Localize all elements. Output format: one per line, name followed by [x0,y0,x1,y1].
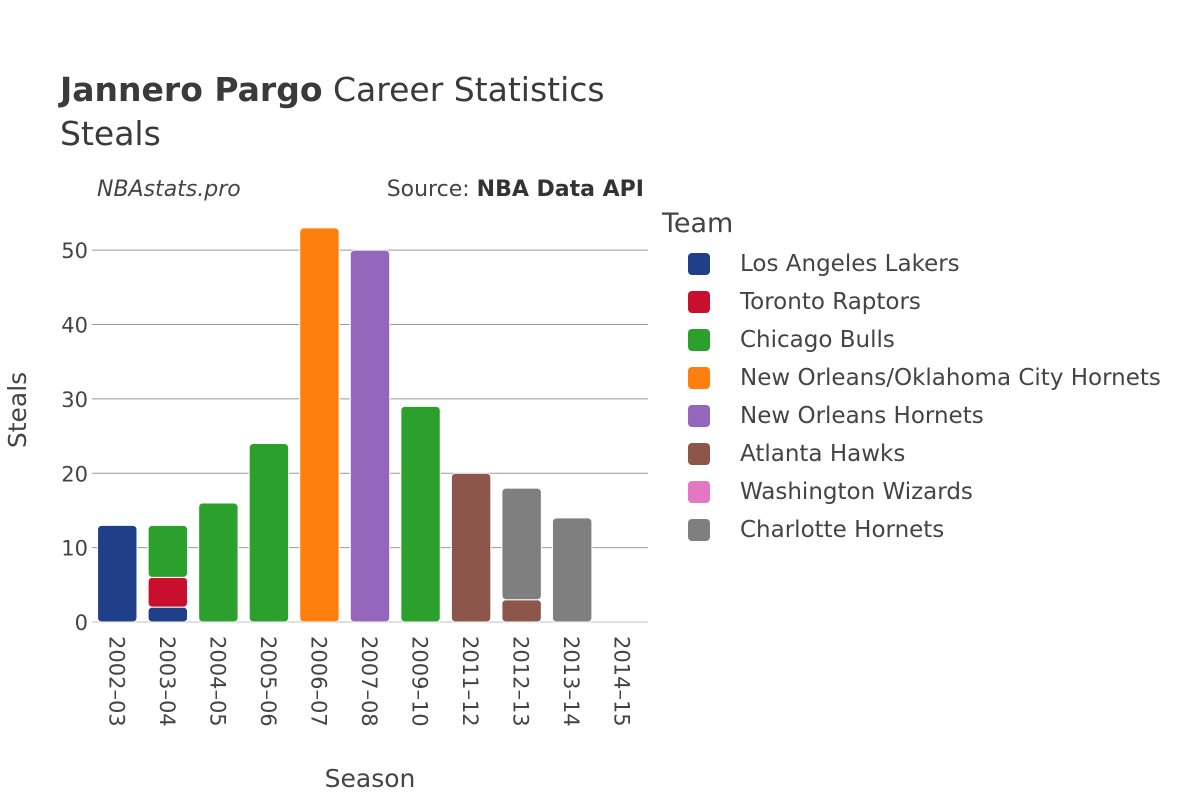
legend-swatch [688,291,710,313]
x-tick-labels: 2002–03 2003–04 2004–05 2005–06 2006–07 2007–… [104,636,633,727]
bar-2004–05-chicago-bulls [198,502,239,623]
legend-swatch [688,329,710,351]
bars [97,227,593,623]
x-tick-label: 2012–13 [509,636,533,727]
legend-label: Chicago Bulls [740,327,895,353]
x-tick-label: 2002–03 [104,636,128,727]
bar-2003–04-los-angeles-lakers [147,606,189,623]
source-name: NBA Data API [476,177,644,202]
legend: Team Los Angeles Lakers Toronto Raptors Ch… [662,208,1161,549]
legend-swatch [688,519,710,541]
bar-2011–12-atlanta-hawks [450,472,492,623]
y-tick-label: 10 [61,537,88,561]
legend-swatch [688,405,710,427]
title-player-name: Jannero Pargo [60,70,323,109]
legend-item[interactable]: Charlotte Hornets [662,511,1161,549]
title-rest: Career Statistics [322,70,605,109]
x-tick-label: 2005–06 [256,636,280,727]
watermark: NBAstats.pro [97,177,241,202]
bar-2013–14-charlotte-hornets [551,517,593,623]
legend-swatch [688,367,710,389]
y-tick-label: 40 [61,314,88,338]
x-tick-label: 2007–08 [357,636,381,727]
chart-subtitle: Steals [60,114,161,153]
y-tick-label: 20 [61,462,88,486]
bar-2012–13-atlanta-hawks [501,599,542,623]
y-axis-title: Steals [3,372,32,448]
y-tick-labels: 0 10 20 30 40 50 [61,239,88,635]
x-tick-label: 2006–07 [306,636,330,727]
bar-2003–04-toronto-raptors [147,576,189,608]
legend-label: New Orleans/Oklahoma City Hornets [740,365,1161,391]
legend-swatch [688,481,710,503]
legend-label: Atlanta Hawks [740,441,906,467]
x-tick-label: 2014–15 [610,636,634,727]
legend-label: Washington Wizards [740,479,973,505]
bar-2007–08-new-orleans-hornets [349,249,391,623]
legend-item[interactable]: Chicago Bulls [662,321,1161,359]
legend-swatch [688,443,710,465]
legend-item[interactable]: Toronto Raptors [662,283,1161,321]
legend-items: Los Angeles Lakers Toronto Raptors Chicago… [662,245,1161,549]
bar-2005–06-chicago-bulls [248,443,290,623]
legend-swatch [688,253,710,275]
legend-item[interactable]: Atlanta Hawks [662,435,1161,473]
x-tick-label: 2004–05 [205,636,229,727]
x-tick-label: 2011–12 [458,636,482,727]
legend-label: Toronto Raptors [740,289,921,315]
chart-title: Jannero Pargo Career Statistics Steals [60,68,605,156]
x-tick-label: 2003–04 [155,636,179,727]
source-prefix: Source: [386,177,477,202]
x-tick-label: 2013–14 [559,636,583,727]
legend-title: Team [662,208,734,239]
y-tick-label: 0 [75,611,88,635]
legend-item[interactable]: New Orleans/Oklahoma City Hornets [662,359,1161,397]
source-credit: Source: NBA Data API [387,177,644,202]
bar-2003–04-chicago-bulls [147,524,189,578]
x-tick-label: 2009–10 [408,636,432,727]
x-axis-title: Season [325,764,416,793]
legend-item[interactable]: Los Angeles Lakers [662,245,1161,283]
legend-label: New Orleans Hornets [740,403,984,429]
legend-label: Los Angeles Lakers [740,251,960,277]
bar-2012–13-charlotte-hornets [501,487,542,601]
bar-2009–10-chicago-bulls [400,405,441,623]
legend-item[interactable]: New Orleans Hornets [662,397,1161,435]
bar-2006–07-new-orleans-oklahoma-city-hornets [299,227,340,623]
bar-2002–03-los-angeles-lakers [97,524,138,623]
legend-label: Charlotte Hornets [740,517,945,543]
y-tick-label: 50 [61,239,88,263]
legend-item[interactable]: Washington Wizards [662,473,1161,511]
y-tick-label: 30 [61,388,88,412]
